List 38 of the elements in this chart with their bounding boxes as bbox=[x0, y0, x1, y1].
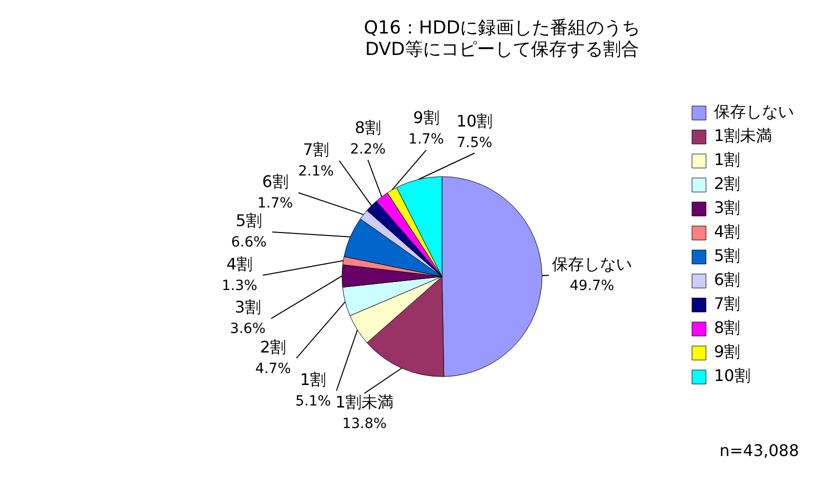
data-label: 1.7% bbox=[408, 132, 444, 148]
slice-label: 2割 bbox=[260, 337, 286, 356]
chart-title: Q16：HDDに録画した番組のうち DVD等にコピーして保存する割合 bbox=[364, 17, 640, 60]
legend-label: 1割未満 bbox=[714, 126, 772, 146]
legend-label: 4割 bbox=[714, 222, 740, 242]
data-label: 1.7% bbox=[257, 195, 293, 212]
legend-label: 6割 bbox=[714, 270, 740, 290]
data-label: 5.1% bbox=[295, 393, 331, 410]
slice-label: 4割 bbox=[226, 254, 253, 274]
legend-label: 7割 bbox=[714, 294, 740, 314]
slice-label: 6割 bbox=[262, 172, 288, 191]
data-label: 13.8% bbox=[342, 416, 387, 432]
legend-label: 2割 bbox=[714, 174, 740, 194]
slice-label: 7割 bbox=[302, 140, 330, 159]
slice-label: 10割 bbox=[456, 111, 493, 130]
legend-label: 保存しない bbox=[714, 102, 794, 122]
data-label: 7.5% bbox=[456, 134, 492, 151]
data-label: 49.7% bbox=[570, 278, 614, 294]
data-label: 3.6% bbox=[230, 321, 266, 338]
data-label: 6.6% bbox=[231, 234, 267, 251]
slice-label: 1割 bbox=[300, 370, 326, 389]
slice-label: 1割未満 bbox=[335, 392, 394, 412]
legend-label: 10割 bbox=[714, 366, 750, 386]
slice-label: 5割 bbox=[236, 211, 262, 230]
text: n=43,088 bbox=[719, 441, 799, 460]
data-label: 1.3% bbox=[222, 278, 258, 294]
slice-label: 3割 bbox=[234, 298, 261, 317]
slice-label: 9割 bbox=[413, 108, 440, 128]
legend-label: 3割 bbox=[714, 198, 740, 218]
data-label: 2.2% bbox=[350, 142, 386, 158]
legend-label: 5割 bbox=[714, 246, 740, 266]
slice-label: 8割 bbox=[354, 118, 381, 138]
legend-label: 1割 bbox=[714, 150, 740, 170]
data-label: 2.1% bbox=[298, 163, 334, 180]
data-label: 4.7% bbox=[255, 360, 291, 377]
slice-label: 保存しない bbox=[552, 254, 632, 274]
legend-label: 8割 bbox=[714, 318, 740, 338]
legend-label: 9割 bbox=[714, 342, 740, 362]
